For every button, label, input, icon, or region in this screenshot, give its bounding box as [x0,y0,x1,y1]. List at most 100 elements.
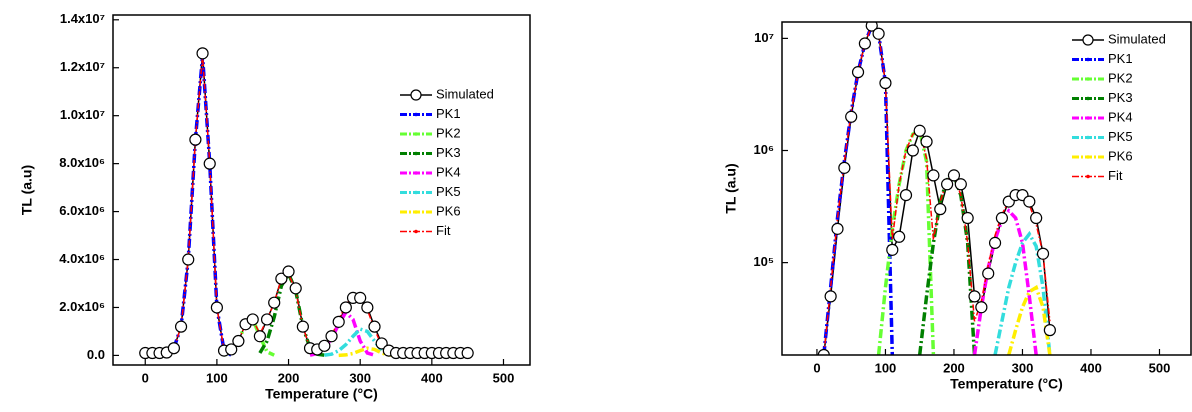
legend-marker [1086,174,1090,179]
data-point [167,342,181,355]
data-point [339,301,352,314]
legend-marker [1086,96,1090,101]
data-point [1043,324,1056,337]
y-tick-label: 0.0 [87,347,105,362]
legend-label: PK2 [436,125,461,140]
legend-marker [414,190,418,195]
legend-label: PK4 [1108,109,1133,124]
x-tick-label: 300 [1012,360,1034,375]
legend-label: PK3 [1108,90,1133,105]
legend-marker [1086,77,1090,81]
data-point [954,178,967,191]
data-point [913,124,926,137]
data-point [225,343,238,356]
y-tick-label: 10⁵ [753,254,774,269]
chart-panel: 0 100 200 300 400 500 0.0 2.0x10⁶ 4.0x10⁶ 6.0x10⁶… [19,11,531,402]
data-point [817,348,830,355]
chart-panel: 0 100 200 300 400 500 10⁵ 10⁶ 10⁷ Temperature (°C… [723,21,1192,392]
data-point [325,330,338,343]
data-point [879,76,892,90]
data-point [375,337,388,350]
data-point [260,313,274,326]
plot-area [139,47,474,360]
plot-area [817,22,1056,355]
legend-marker [414,210,418,214]
legend-label: PK6 [436,203,461,218]
x-tick-label: 100 [875,360,897,375]
data-point [968,290,981,303]
data-point [253,330,266,343]
data-point [975,301,988,314]
x-axis-label: Temperature (°C) [265,386,378,402]
data-point [182,253,195,266]
legend-label: PK1 [1108,51,1133,66]
data-point [210,301,223,314]
x-tick-label: 100 [206,370,228,385]
x-tick-label: 200 [943,360,965,375]
legend-marker [1086,155,1090,159]
x-tick-label: 0 [142,370,149,385]
legend-label: PK5 [436,184,461,199]
data-point [947,169,961,182]
series-line [917,172,977,355]
data-point [886,243,899,256]
data-point [332,315,345,328]
x-tick-label: 400 [421,370,443,385]
legend-marker [1086,116,1090,120]
legend-marker [1086,135,1090,140]
data-point [995,211,1009,225]
data-point [851,66,865,79]
data-point [920,135,933,148]
legend-label: Simulated [436,86,494,101]
legend-marker [414,132,418,136]
x-tick-label: 500 [493,370,515,385]
legend-marker [1086,57,1090,62]
y-tick-label: 10⁷ [754,30,774,45]
legend-label: PK4 [436,164,461,179]
x-tick-label: 0 [813,360,820,375]
data-point [872,27,885,40]
data-point [927,169,940,182]
data-point [1030,211,1043,225]
data-point [275,272,288,285]
data-point [361,301,374,314]
y-axis-label: TL (a.u) [19,165,35,215]
series-line [223,316,275,357]
data-point [203,157,216,170]
series-line [972,208,1038,355]
plot-frame [112,14,531,366]
legend-marker [414,229,418,234]
legend-label: PK1 [436,106,461,121]
x-tick-label: 200 [278,370,300,385]
y-tick-label: 2.0x10⁶ [59,299,105,314]
y-tick-label: 6.0x10⁶ [59,203,105,218]
data-point [934,203,947,216]
data-point [189,133,202,146]
legend-label: PK5 [1108,129,1133,144]
data-point [865,22,878,32]
y-tick-label: 4.0x10⁶ [59,251,105,266]
data-point [838,161,851,174]
y-axis-label: TL (a.u) [723,163,739,213]
y-tick-label: 1.2x10⁷ [60,59,105,74]
data-point [289,282,302,295]
data-point [961,211,974,225]
data-point [174,320,188,333]
data-point [831,222,844,235]
legend-marker [414,112,418,117]
data-point [906,144,919,157]
data-point [368,320,381,333]
x-tick-label: 500 [1149,360,1171,375]
x-tick-label: 400 [1080,360,1102,375]
data-point [282,265,295,278]
data-point [893,230,906,243]
data-point [858,37,871,50]
data-point [232,334,245,348]
series-line [1007,284,1052,355]
data-point [318,339,331,352]
legend-label: Fit [436,223,451,238]
y-tick-label: 1.4x10⁷ [60,11,105,26]
legend-label: Simulated [1108,31,1166,46]
series-line [993,230,1052,355]
